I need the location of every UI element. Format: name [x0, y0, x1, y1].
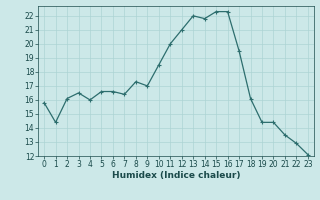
X-axis label: Humidex (Indice chaleur): Humidex (Indice chaleur) [112, 171, 240, 180]
